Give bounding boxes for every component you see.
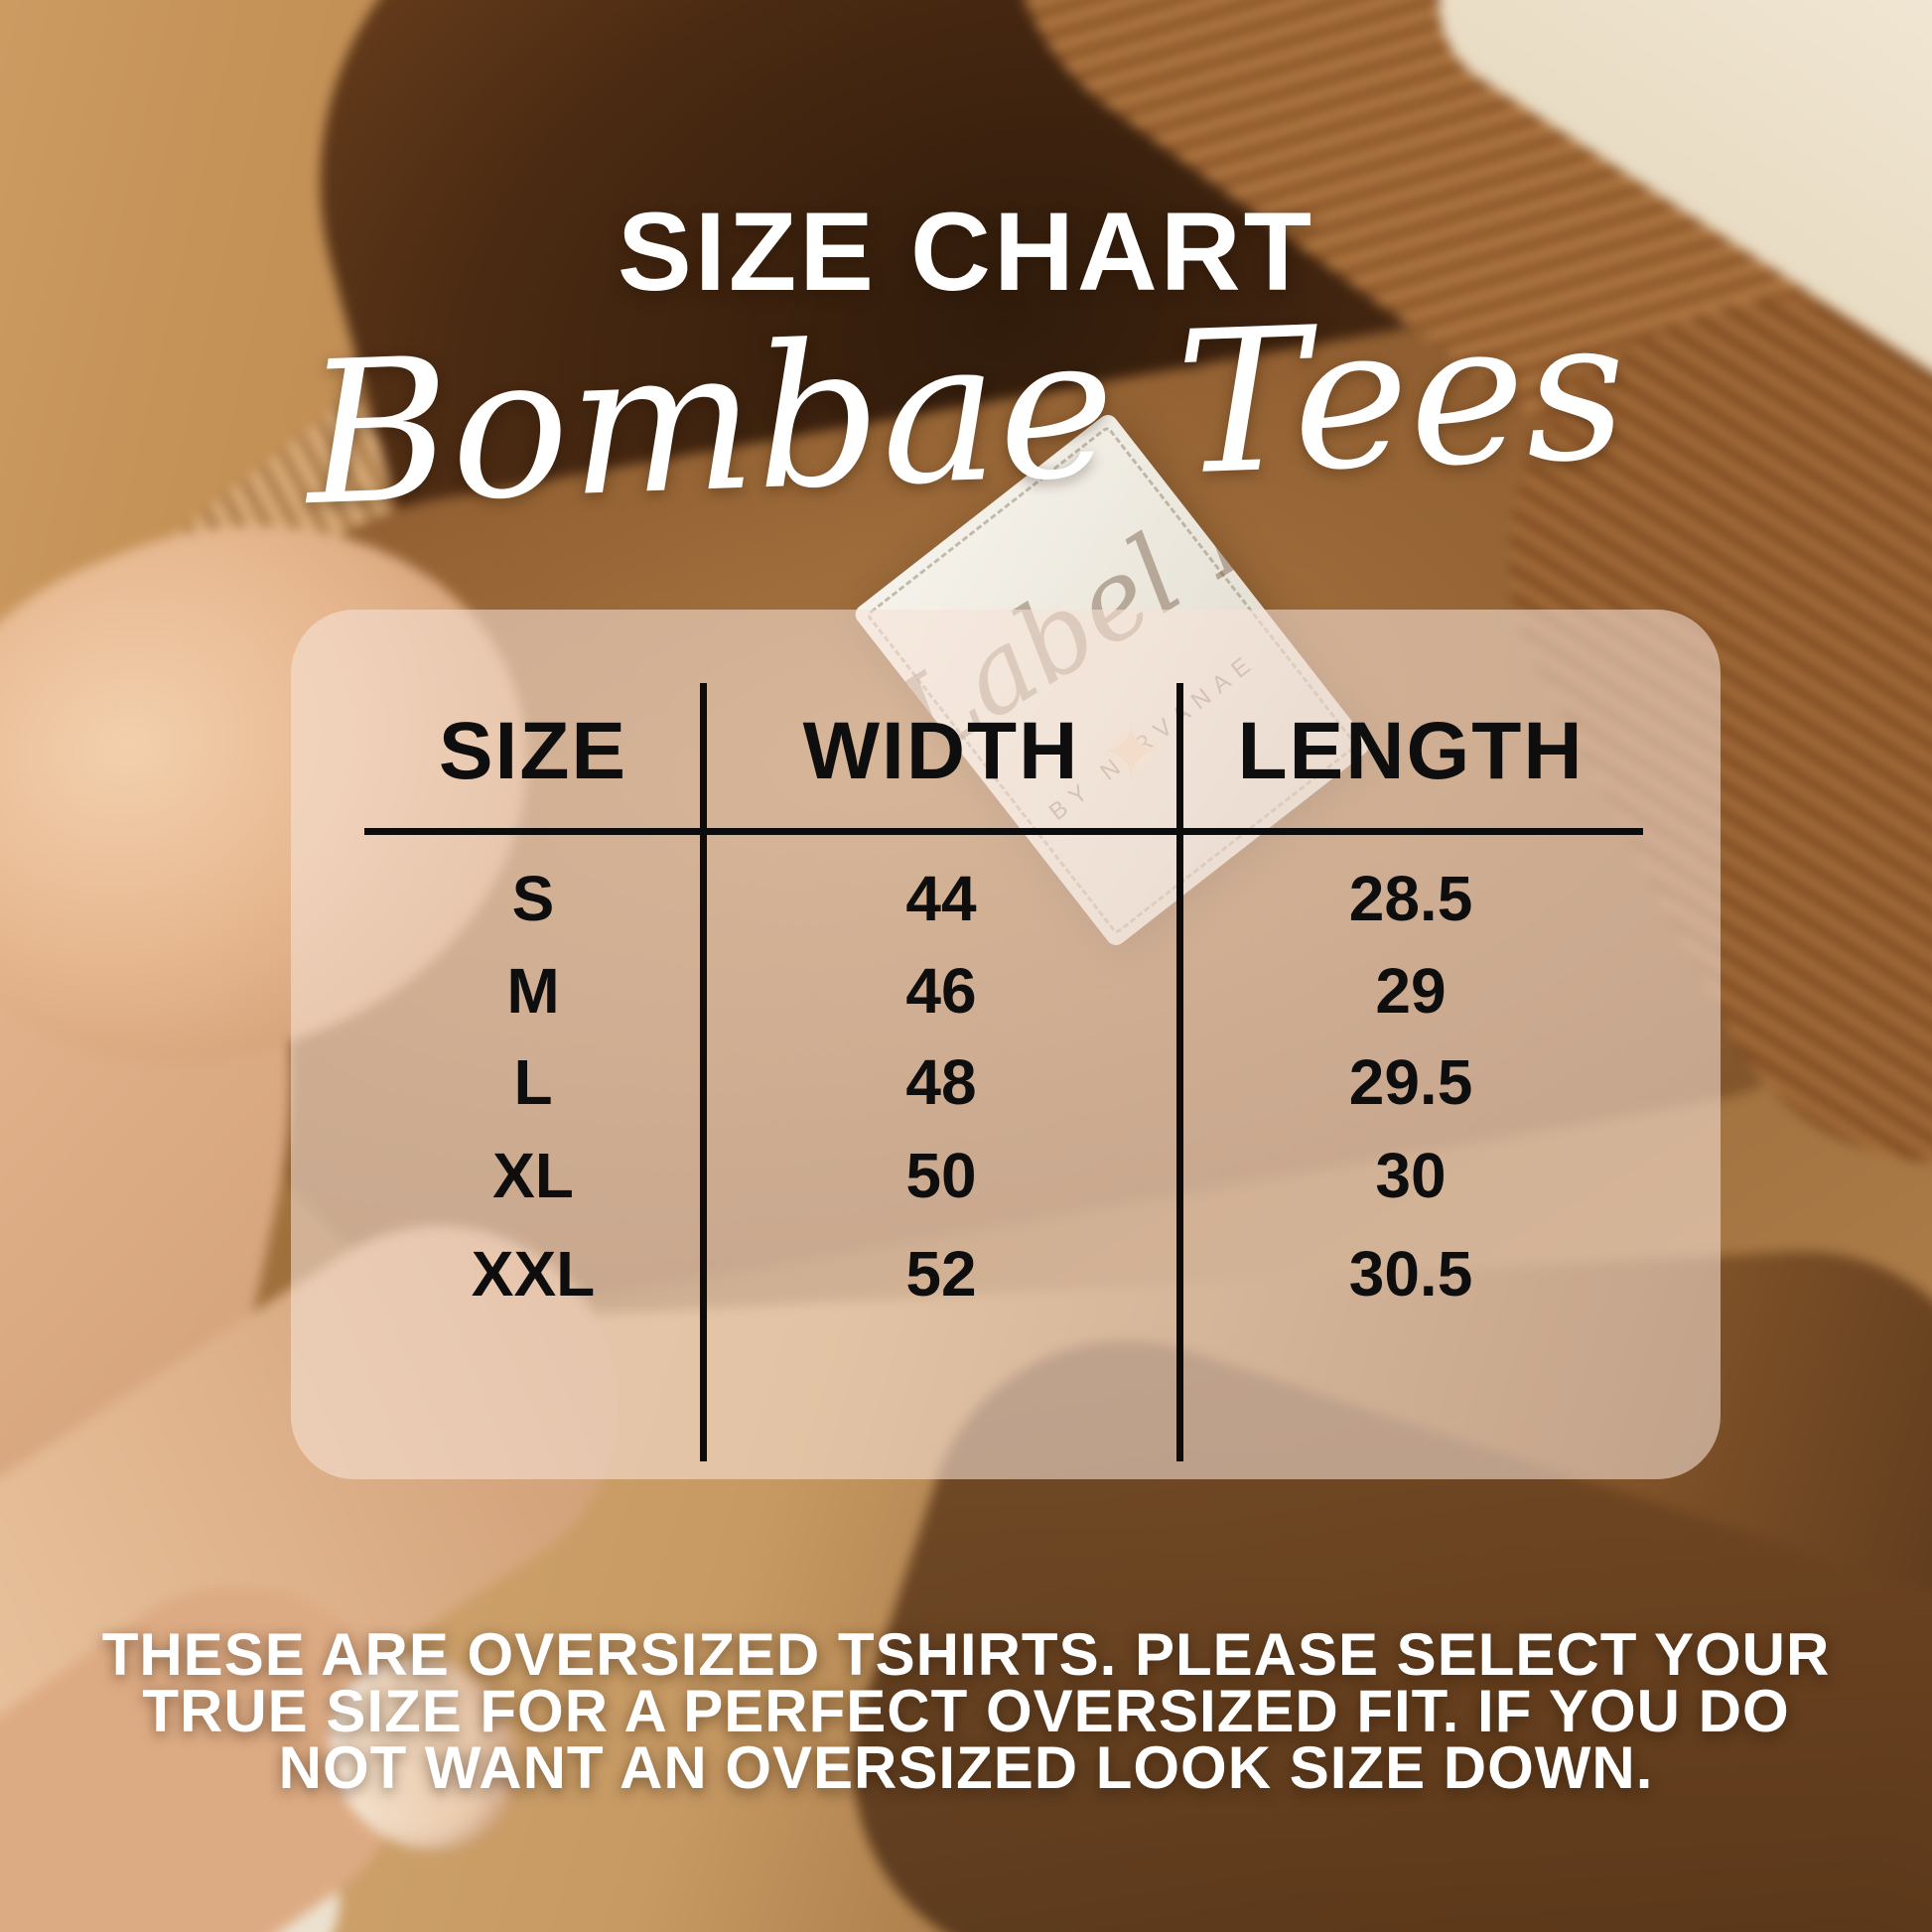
table-row-l-length: 29.5 [1348, 1046, 1473, 1118]
table-row-l-size: L [513, 1046, 553, 1118]
table-row-xxl-length: 30.5 [1348, 1238, 1473, 1310]
table-header-length: LENGTH [1237, 706, 1585, 796]
table-row-xxl-size: XXL [471, 1238, 596, 1310]
table-row-xl-width: 50 [905, 1140, 977, 1211]
table-header-width: WIDTH [802, 706, 1080, 796]
note-line-3: NOT WANT AN OVERSIZED LOOK SIZE DOWN. [278, 1734, 1654, 1801]
table-header-size: SIZE [438, 706, 628, 796]
table-row-m-width: 46 [905, 955, 977, 1027]
oversized-fit-note: THESE ARE OVERSIZED TSHIRTS. PLEASE SELE… [0, 1621, 1932, 1801]
table-row-l-width: 48 [905, 1046, 977, 1118]
table-row-s-width: 44 [905, 863, 977, 934]
table-row-xl-size: XL [492, 1140, 574, 1211]
table-row-m-length: 29 [1375, 955, 1447, 1027]
page-title: SIZE CHART [618, 190, 1314, 314]
table-header-rule [364, 828, 1643, 835]
table-row-m-size: M [506, 955, 560, 1027]
note-line-2: TRUE SIZE FOR A PERFECT OVERSIZED FIT. I… [142, 1678, 1790, 1744]
table-divider-vertical-1 [700, 683, 707, 1461]
table-row-s-size: S [511, 863, 555, 934]
table-row-s-length: 28.5 [1348, 863, 1473, 934]
table-divider-vertical-2 [1176, 683, 1183, 1461]
note-line-1: THESE ARE OVERSIZED TSHIRTS. PLEASE SELE… [101, 1621, 1831, 1688]
size-chart-panel [291, 610, 1721, 1479]
table-row-xl-length: 30 [1375, 1140, 1447, 1211]
table-row-xxl-width: 52 [905, 1238, 977, 1310]
